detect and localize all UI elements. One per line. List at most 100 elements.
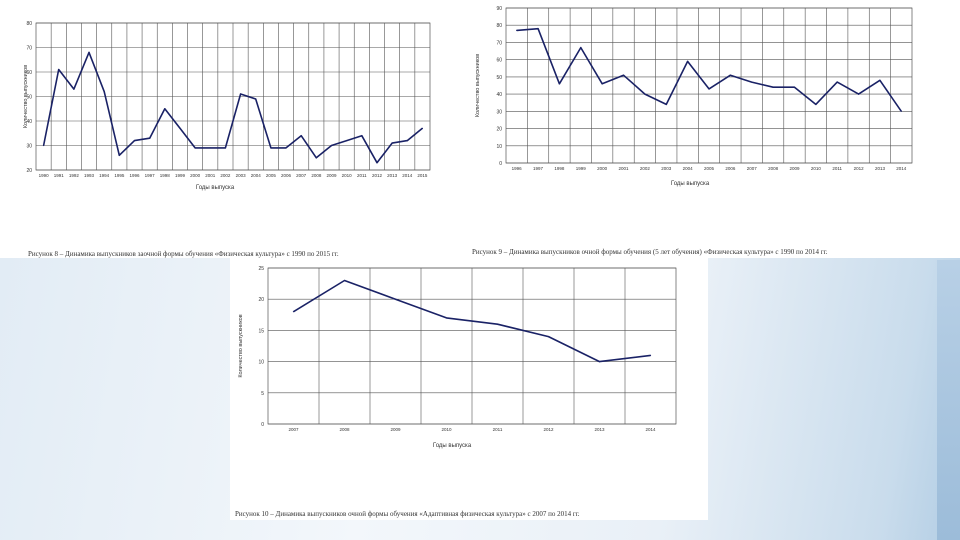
data-point — [270, 147, 272, 149]
x-tick-label: 2010 — [811, 166, 822, 171]
data-point — [793, 86, 796, 88]
data-point — [300, 135, 302, 137]
chart-2: 0 10 20 30 40 50 60 70 80 90 1996 1997 1998 1999 2000 2… — [475, 6, 913, 187]
data-point — [133, 140, 136, 142]
data-point — [815, 103, 817, 106]
caption-3: Рисунок 10 – Динамика выпускников очной … — [235, 510, 580, 518]
x-tick-label: 2005 — [704, 166, 715, 171]
data-point — [558, 83, 561, 85]
x-tick-label: 1991 — [54, 173, 65, 178]
caption-1: Рисунок 8 – Динамика выпускников заочной… — [28, 250, 339, 258]
y-tick-label: 10 — [258, 360, 264, 366]
data-point — [164, 108, 166, 110]
y-tick-label: 70 — [26, 46, 32, 52]
data-point — [239, 93, 242, 95]
data-point — [285, 147, 287, 149]
x-axis-label: Годы выпуска — [671, 181, 710, 187]
y-tick-label: 20 — [26, 168, 32, 174]
data-point — [516, 29, 518, 31]
data-point — [255, 98, 257, 100]
y-tick-label: 40 — [26, 119, 32, 125]
x-axis-label: Годы выпуска — [196, 185, 235, 191]
x-tick-label: 1997 — [145, 173, 156, 178]
x-tick-label: 1998 — [554, 166, 565, 171]
data-point — [42, 144, 45, 147]
y-tick-label: 20 — [258, 297, 264, 303]
data-point — [601, 83, 603, 85]
x-tick-label: 1993 — [84, 173, 95, 178]
data-point — [88, 51, 90, 54]
data-point — [900, 110, 902, 112]
data-point — [406, 140, 408, 142]
x-tick-label: 2010 — [342, 173, 353, 178]
x-tick-label: 1999 — [576, 166, 587, 171]
x-tick-label: 1992 — [69, 173, 80, 178]
data-point — [58, 68, 60, 71]
x-tick-label: 1996 — [129, 173, 140, 178]
y-axis-label: Количество выпускников — [475, 54, 481, 117]
data-point — [665, 103, 667, 106]
data-point — [391, 142, 393, 144]
x-tick-label: 2007 — [747, 166, 758, 171]
x-tick-label: 2000 — [597, 166, 608, 171]
data-point — [292, 311, 295, 313]
data-point — [496, 323, 499, 325]
data-point — [209, 147, 211, 149]
x-tick-label: 2004 — [251, 173, 262, 178]
data-point — [580, 47, 582, 49]
x-tick-label: 1995 — [114, 173, 125, 178]
x-tick-label: 2006 — [725, 166, 736, 171]
data-point — [649, 354, 652, 356]
y-axis-label: Количество выпускников — [238, 314, 244, 377]
data-point — [361, 135, 363, 137]
x-tick-label: 1997 — [533, 166, 544, 171]
x-tick-label: 2008 — [339, 427, 350, 432]
y-tick-label: 80 — [26, 21, 32, 27]
data-point — [772, 86, 774, 88]
x-tick-label: 2012 — [543, 427, 554, 432]
data-point — [751, 81, 753, 83]
x-tick-label: 2014 — [896, 166, 907, 171]
x-tick-label: 2001 — [619, 166, 630, 171]
series-line — [42, 51, 423, 164]
data-point — [729, 74, 731, 76]
x-tick-label: 2014 — [645, 427, 656, 432]
y-tick-label: 10 — [496, 144, 502, 150]
data-point — [879, 79, 881, 81]
y-tick-label: 30 — [496, 109, 502, 115]
data-point — [330, 144, 333, 147]
x-tick-label: 1994 — [99, 173, 110, 178]
data-point — [118, 154, 120, 156]
y-tick-label: 90 — [496, 6, 502, 12]
x-tick-label: 2006 — [281, 173, 292, 178]
y-tick-label: 0 — [499, 161, 502, 167]
y-tick-label: 50 — [496, 75, 502, 81]
x-tick-label: 2003 — [236, 173, 247, 178]
x-tick-label: 2014 — [402, 173, 413, 178]
y-tick-label: 70 — [496, 40, 502, 46]
y-tick-label: 40 — [496, 92, 502, 98]
data-point — [598, 361, 601, 363]
x-tick-label: 2008 — [311, 173, 322, 178]
x-tick-label: 2015 — [417, 173, 428, 178]
data-point — [421, 127, 424, 129]
x-tick-label: 2005 — [266, 173, 277, 178]
data-point — [315, 157, 317, 159]
caption-2: Рисунок 9 – Динамика выпускников очной ф… — [472, 248, 828, 256]
data-point — [708, 88, 710, 90]
x-tick-label: 2012 — [372, 173, 383, 178]
x-tick-label: 2011 — [357, 173, 367, 178]
x-tick-label: 2013 — [875, 166, 886, 171]
x-tick-label: 2009 — [390, 427, 401, 432]
x-tick-label: 2004 — [683, 166, 694, 171]
x-tick-label: 2001 — [205, 173, 216, 178]
data-point — [149, 137, 151, 139]
data-point — [194, 147, 196, 149]
x-tick-label: 2013 — [387, 173, 398, 178]
x-axis-label: Годы выпуска — [433, 443, 472, 449]
data-point — [547, 336, 550, 338]
x-tick-label: 2013 — [594, 427, 605, 432]
y-axis-label: Количество выпускников — [23, 65, 29, 128]
data-point — [376, 162, 378, 164]
